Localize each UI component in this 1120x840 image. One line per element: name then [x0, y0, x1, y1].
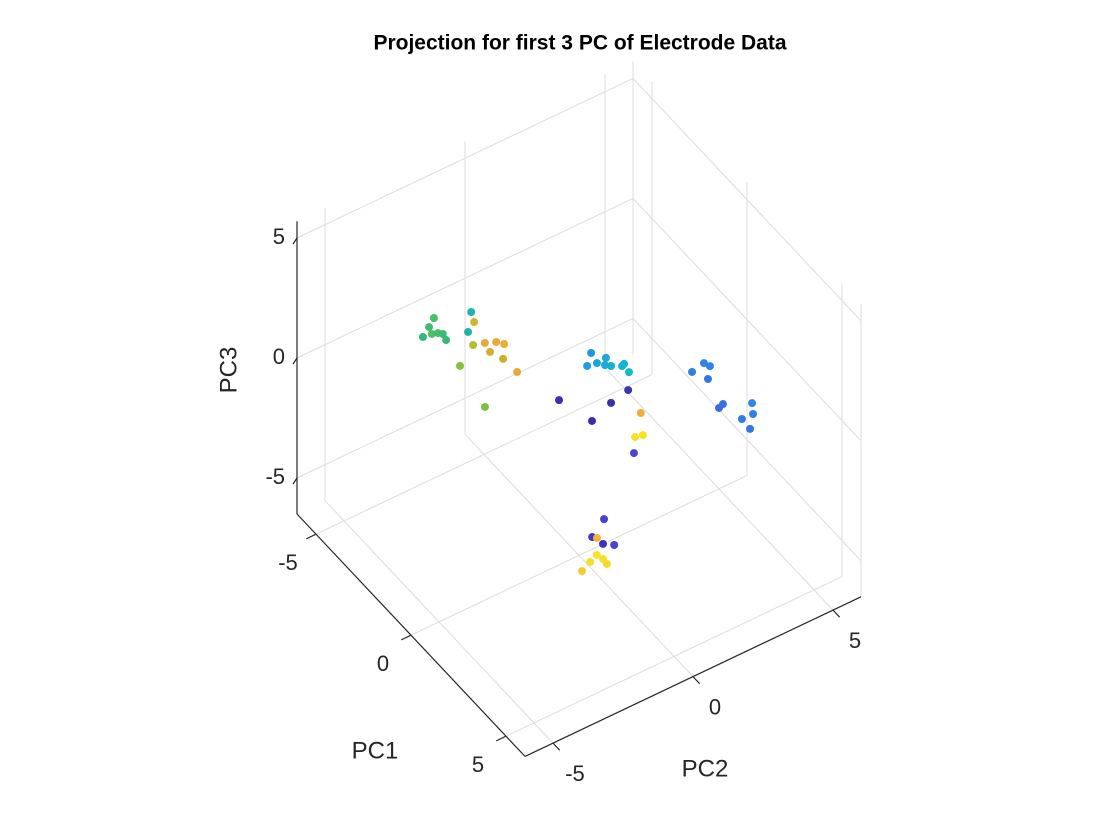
data-point: [638, 431, 647, 440]
data-point: [719, 400, 727, 409]
y-tick-label: 0: [709, 694, 721, 719]
data-point: [624, 386, 633, 395]
data-point: [469, 341, 478, 350]
z-tick-label: -5: [265, 464, 285, 489]
x-axis-label: PC1: [352, 737, 399, 764]
axis-layer: -5 0 5 -5 0 5 -5 0 5: [265, 221, 862, 786]
x-tick: [400, 634, 412, 641]
data-point: [592, 359, 601, 368]
data-point: [737, 414, 746, 423]
y-axis-label: PC2: [682, 755, 729, 782]
x-tick: [495, 735, 507, 742]
data-point: [438, 329, 447, 338]
data-point: [470, 318, 479, 327]
grid-line: [604, 367, 834, 611]
z-tick: [292, 357, 298, 365]
data-point: [587, 348, 596, 357]
data-point: [592, 550, 601, 559]
data-point: [600, 361, 609, 370]
data-point: [456, 361, 464, 370]
data-point: [464, 327, 473, 336]
y-tick: [832, 609, 841, 618]
z-tick-label: 0: [273, 344, 285, 369]
data-point: [429, 314, 438, 323]
z-tick-label: 5: [273, 224, 285, 249]
data-point: [620, 359, 629, 368]
data-point: [705, 362, 714, 371]
x-tick-label: 5: [472, 752, 484, 777]
point-layer: [418, 308, 758, 576]
grid-layer: [296, 61, 862, 744]
z-tick: [292, 477, 298, 485]
data-point: [636, 409, 645, 418]
data-point: [610, 540, 619, 549]
data-point: [699, 359, 708, 368]
data-point: [425, 323, 434, 332]
z-axis-label: PC3: [215, 347, 242, 394]
data-point: [480, 338, 489, 347]
data-point: [746, 424, 755, 433]
data-point: [486, 347, 495, 356]
grid-line: [632, 318, 862, 562]
grid-line: [296, 317, 634, 479]
y-tick: [692, 676, 701, 685]
data-point: [602, 559, 611, 568]
data-point: [513, 368, 522, 377]
y-tick-label: 5: [849, 628, 861, 653]
data-point: [500, 340, 509, 349]
x-tick-label: 0: [377, 651, 389, 676]
data-point: [480, 402, 489, 411]
data-point: [688, 367, 697, 376]
grid-line: [296, 197, 634, 359]
data-point: [492, 337, 501, 346]
y-tick: [552, 742, 561, 751]
data-point: [418, 332, 427, 341]
x-tick: [305, 533, 317, 540]
z-tick: [292, 237, 298, 245]
data-point: [555, 396, 564, 405]
data-point: [607, 398, 616, 407]
data-point: [629, 449, 638, 458]
data-point: [703, 375, 712, 384]
data-point: [442, 336, 451, 345]
data-point: [631, 433, 640, 442]
grid-line: [632, 198, 862, 442]
data-point: [607, 362, 616, 371]
grid-line: [296, 77, 634, 239]
data-point: [748, 399, 757, 408]
data-point: [578, 567, 587, 576]
data-point: [599, 539, 608, 548]
chart-title: Projection for first 3 PC of Electrode D…: [373, 32, 786, 55]
data-point: [624, 368, 633, 377]
data-point: [601, 353, 610, 362]
data-point: [586, 557, 595, 566]
data-point: [593, 533, 602, 542]
data-point: [499, 354, 508, 363]
data-point: [588, 416, 597, 425]
data-point: [583, 361, 592, 370]
grid-line: [464, 433, 694, 677]
x-tick-label: -5: [278, 550, 298, 575]
grid-line: [632, 78, 862, 322]
data-point: [467, 308, 476, 317]
data-point: [600, 515, 609, 524]
y-tick-label: -5: [565, 761, 585, 786]
data-point: [427, 329, 436, 338]
grid-line: [324, 500, 554, 744]
data-point: [749, 410, 758, 419]
